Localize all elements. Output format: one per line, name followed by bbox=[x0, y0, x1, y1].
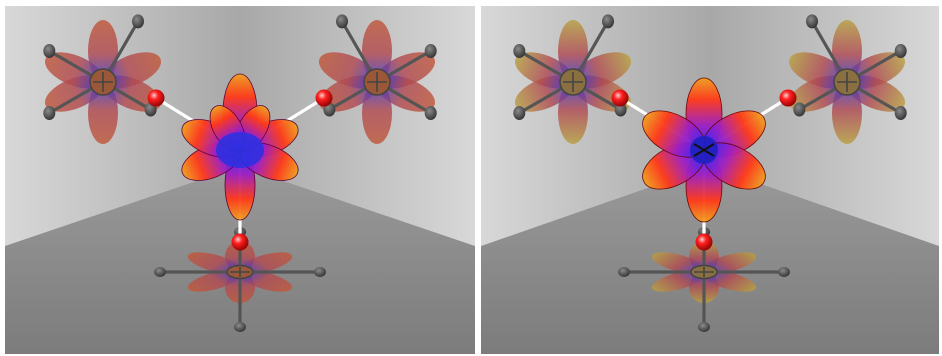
top-left-ligand bbox=[513, 14, 632, 144]
bottom-ligand bbox=[618, 227, 790, 332]
bottom-ligand bbox=[154, 227, 326, 332]
left-panel bbox=[5, 6, 475, 354]
central-orbital bbox=[642, 77, 766, 223]
scene-svg bbox=[5, 6, 475, 354]
right-panel bbox=[481, 6, 939, 354]
scene-svg bbox=[481, 6, 939, 354]
oxygen-atoms bbox=[147, 89, 333, 251]
central-orbital bbox=[181, 73, 299, 221]
oxygen-atoms bbox=[611, 89, 797, 251]
top-right-ligand bbox=[788, 14, 907, 144]
top-right-ligand bbox=[318, 14, 437, 144]
top-left-ligand bbox=[43, 14, 162, 144]
